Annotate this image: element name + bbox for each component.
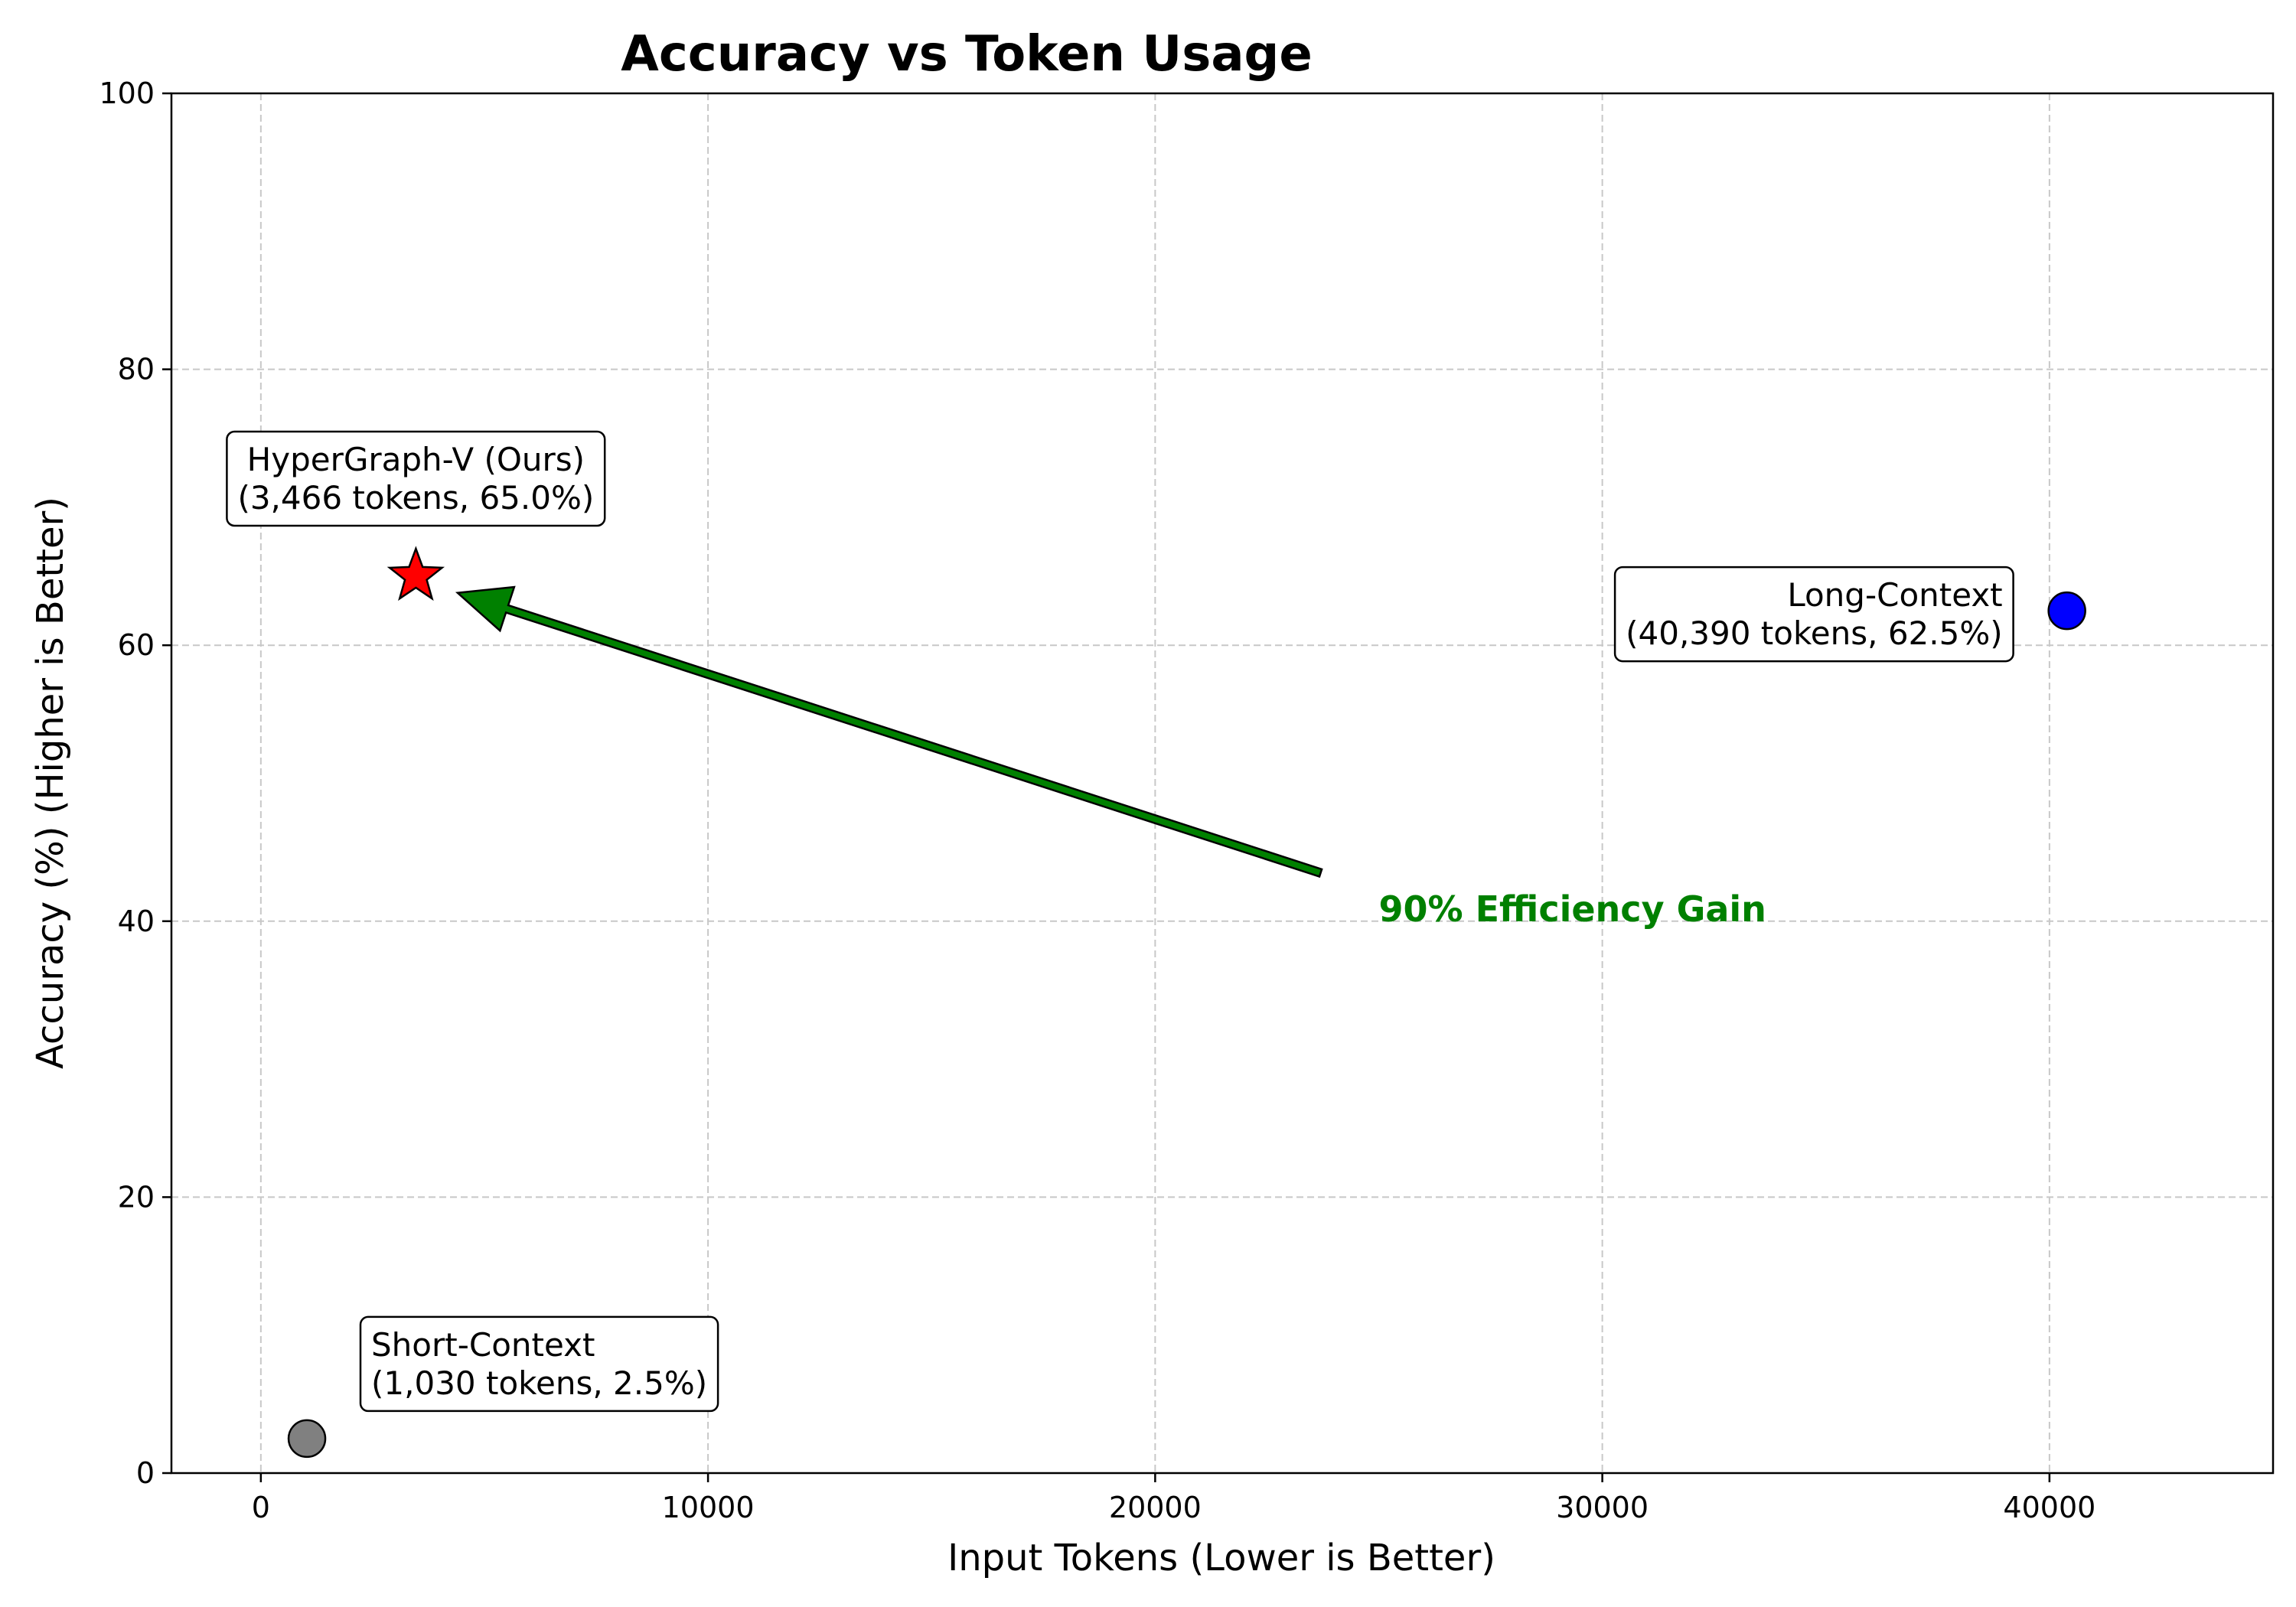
point-label-line-0-0: Short-Context (371, 1326, 595, 1364)
point-label-box-0 (359, 1315, 719, 1413)
point-label-2: Long-Context(40,390 tokens, 62.5%) (1613, 566, 2014, 663)
x-tick-label-1: 10000 (662, 1491, 755, 1524)
y-tick-label-1: 20 (118, 1180, 155, 1214)
point-label-line-0-1: (1,030 tokens, 2.5%) (371, 1364, 707, 1402)
plot-frame (170, 92, 2275, 1475)
data-point-1 (386, 546, 445, 601)
x-tick-label-4: 40000 (2003, 1491, 2095, 1524)
point-label-line-1-0: HyperGraph-V (Ours) (247, 441, 585, 478)
point-label-box-2 (1613, 566, 2014, 663)
chart-title: Accuracy vs Token Usage (621, 26, 1312, 83)
point-labels: Short-Context(1,030 tokens, 2.5%) HyperGr… (226, 430, 2014, 1413)
y-tick-label-0: 0 (136, 1456, 155, 1490)
x-tick-label-0: 0 (252, 1491, 270, 1524)
efficiency-arrow: 90% Efficiency Gain (455, 585, 1766, 930)
axes: 0 10000 20000 30000 40000 0 20 40 60 80 100 (99, 77, 2275, 1524)
y-tick-label-3: 60 (118, 628, 155, 662)
point-label-0: Short-Context(1,030 tokens, 2.5%) (359, 1315, 719, 1413)
y-axis-label: Accuracy (%) (Higher is Better) (29, 497, 72, 1069)
x-tick-label-3: 30000 (1556, 1491, 1649, 1524)
y-tick-label-5: 100 (99, 77, 155, 110)
data-point-0 (287, 1419, 327, 1459)
y-tick-label-4: 80 (118, 353, 155, 386)
point-label-1: HyperGraph-V (Ours)(3,466 tokens, 65.0%) (226, 430, 606, 527)
y-tick-label-2: 40 (118, 905, 155, 938)
data-point-2 (2047, 591, 2086, 631)
x-tick-label-2: 20000 (1109, 1491, 1202, 1524)
efficiency-arrow-shape (455, 585, 1323, 878)
data-points (287, 546, 2086, 1459)
efficiency-gain-label: 90% Efficiency Gain (1378, 888, 1766, 930)
x-axis-label: Input Tokens (Lower is Better) (947, 1537, 1495, 1579)
point-label-box-1 (226, 430, 606, 527)
point-label-line-1-1: (3,466 tokens, 65.0%) (237, 479, 594, 517)
point-label-line-2-1: (40,390 tokens, 62.5%) (1626, 614, 2003, 652)
point-label-line-2-0: Long-Context (1787, 576, 2002, 614)
grid-lines (171, 93, 2273, 1474)
